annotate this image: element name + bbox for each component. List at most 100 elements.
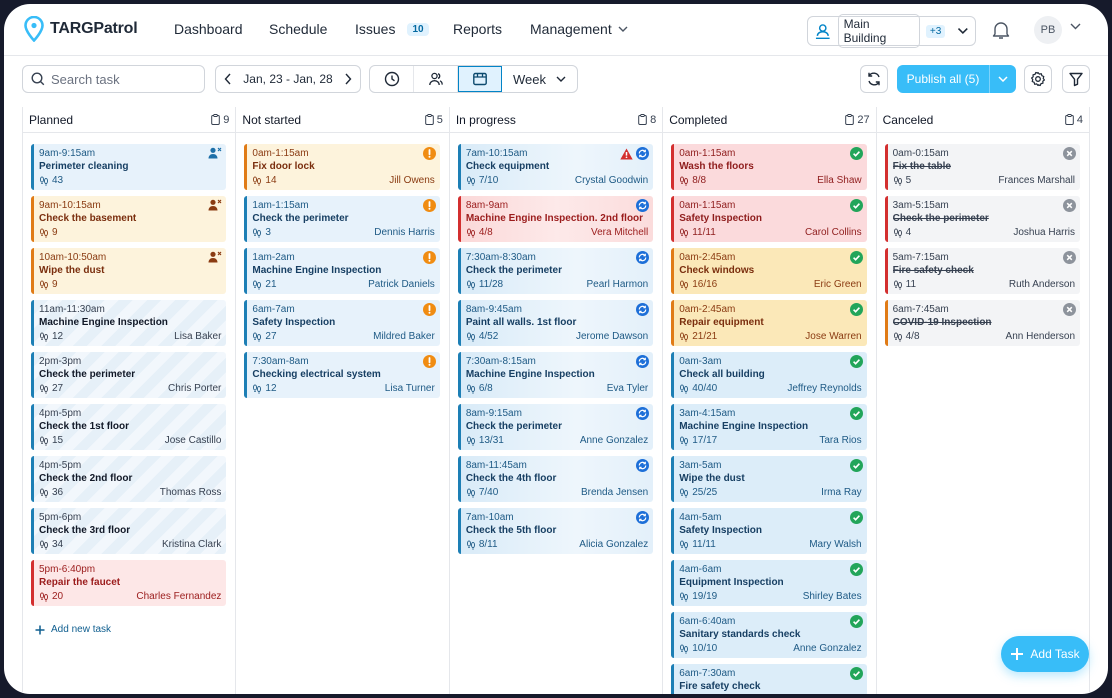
nav-issues[interactable]: Issues 10	[355, 21, 429, 37]
add-new-task-link[interactable]: Add new task	[35, 624, 226, 635]
task-meta: 11/11 Carol Collins	[679, 226, 862, 239]
search-input[interactable]	[51, 71, 191, 87]
task-card[interactable]: 5pm-6:40pm Repair the faucet 20 Charles …	[31, 560, 227, 606]
calendar-board-icon	[472, 72, 487, 86]
checkpoint-count: 43	[52, 175, 64, 186]
task-time: 6am-7:30am	[679, 668, 736, 679]
task-assignee: Anne Gonzalez	[793, 643, 862, 654]
task-card[interactable]: 0am-1:15am Safety Inspection 11/11 Carol…	[671, 196, 867, 242]
publish-all-button[interactable]: Publish all (5)	[906, 72, 980, 86]
task-card[interactable]: 5am-7:15am Fire safety check 11 Ruth And…	[884, 248, 1081, 294]
task-card[interactable]: 2pm-3pm Check the perimeter 27 Chris Por…	[31, 352, 227, 398]
task-title: Checking electrical system	[252, 369, 381, 380]
task-title: Fix door lock	[252, 161, 315, 172]
nav-management[interactable]: Management	[530, 21, 628, 37]
task-card[interactable]: 4pm-5pm Check the 2nd floor 36 Thomas Ro…	[31, 456, 227, 502]
settings-button[interactable]	[1024, 65, 1052, 93]
chevron-left-icon[interactable]	[224, 73, 232, 85]
publish-options-button[interactable]	[989, 65, 1016, 93]
column-count: 4	[1065, 114, 1083, 126]
task-assignee: Jill Owens	[389, 175, 435, 186]
add-task-button[interactable]: Add Task	[1001, 636, 1089, 672]
chevron-right-icon[interactable]	[344, 73, 352, 85]
column-header: Planned 9	[23, 107, 236, 133]
logo[interactable]: TARGPatrol	[24, 16, 138, 42]
task-checkpoints: 11/11	[679, 538, 716, 551]
chevron-down-icon	[998, 76, 1008, 82]
footsteps-icon	[680, 487, 689, 497]
task-checkpoints: 7/10	[466, 174, 498, 187]
task-card[interactable]: 4am-5am Safety Inspection 11/11 Mary Wal…	[671, 508, 867, 554]
task-card[interactable]: 6am-6:40am Sanitary standards check 10/1…	[671, 612, 867, 658]
date-range-label[interactable]: Jan, 23 - Jan, 28	[243, 72, 333, 86]
task-card[interactable]: 8am-11:45am Check the 4th floor 7/40 Bre…	[457, 456, 654, 502]
map-pin-user-icon	[815, 24, 830, 40]
notification-bell-icon[interactable]	[992, 20, 1010, 40]
task-card[interactable]: 6am-7:45am COVID-19 Inspection 4/8 Ann H…	[884, 300, 1081, 346]
in-progress-icon	[636, 459, 650, 472]
task-assignee: Patrick Daniels	[368, 279, 435, 290]
chevron-down-icon[interactable]	[1070, 23, 1081, 30]
timeline-view-button[interactable]	[370, 66, 414, 92]
task-time: 11am-11:30am	[39, 304, 105, 315]
nav-label: Schedule	[269, 21, 328, 37]
footsteps-icon	[680, 279, 689, 289]
task-meta: 17/17 Tara Rios	[679, 434, 862, 447]
task-card[interactable]: 0am-3am Check all building 40/40 Jeffrey…	[671, 352, 867, 398]
people-view-button[interactable]	[414, 66, 458, 92]
task-card[interactable]: 0am-1:15am Wash the floors 8/8 Ella Shaw	[671, 144, 867, 190]
task-card[interactable]: 8am-9:15am Check the perimeter 13/31 Ann…	[457, 404, 654, 450]
task-count: 9	[223, 113, 230, 126]
task-card[interactable]: 3am-5am Wipe the dust 25/25 Irma Ray	[671, 456, 867, 502]
nav-schedule[interactable]: Schedule	[269, 21, 327, 37]
task-card[interactable]: 5pm-6pm Check the 3rd floor 34 Kristina …	[31, 508, 227, 554]
task-card[interactable]: 1am-1:15am Check the perimeter 3 Dennis …	[244, 196, 440, 242]
board-view-button[interactable]	[458, 66, 502, 92]
task-card[interactable]: 8am-9am Machine Engine Inspection. 2nd f…	[457, 196, 654, 242]
user-avatar[interactable]: PB	[1034, 16, 1062, 44]
task-assignee: Tara Rios	[819, 435, 862, 446]
filter-button[interactable]	[1062, 65, 1090, 93]
task-card[interactable]: 7am-10:15am Check equipment 7/10 Crystal…	[457, 144, 654, 190]
task-card[interactable]: 0am-0:15am Fix the table 5 Frances Marsh…	[884, 144, 1081, 190]
task-card[interactable]: 10am-10:50am Wipe the dust 9	[31, 248, 227, 294]
in-progress-icon	[636, 199, 650, 212]
task-time: 0am-0:15am	[892, 148, 949, 159]
task-card[interactable]: 7am-10am Check the 5th floor 8/11 Alicia…	[457, 508, 654, 554]
task-meta: 11/28 Pearl Harmon	[466, 278, 648, 291]
task-assignee: Thomas Ross	[159, 487, 222, 498]
nav-dashboard[interactable]: Dashboard	[174, 21, 243, 37]
nav-reports[interactable]: Reports	[453, 21, 502, 37]
checkpoint-count: 11/11	[692, 227, 716, 238]
task-card[interactable]: 9am-10:15am Check the basement 9	[31, 196, 227, 242]
task-card[interactable]: 6am-7:30am Fire safety check	[671, 664, 867, 694]
task-card[interactable]: 4pm-5pm Check the 1st floor 15 Jose Cast…	[31, 404, 227, 450]
card-list: 0am-1:15am Fix door lock 14 Jill Owens 1…	[236, 133, 448, 398]
checkpoint-count: 4/52	[478, 331, 499, 342]
task-card[interactable]: 4am-6am Equipment Inspection 19/19 Shirl…	[671, 560, 867, 606]
task-card[interactable]: 0am-2:45am Check windows 16/16 Eric Gree…	[671, 248, 867, 294]
task-card[interactable]: 6am-7am Safety Inspection 27 Mildred Bak…	[244, 300, 440, 346]
task-title: Check the 1st floor	[39, 421, 130, 432]
task-card[interactable]: 11am-11:30am Machine Engine Inspection 1…	[31, 300, 227, 346]
refresh-button[interactable]	[860, 65, 888, 93]
task-card[interactable]: 0am-1:15am Fix door lock 14 Jill Owens	[244, 144, 440, 190]
footsteps-icon	[893, 331, 902, 341]
period-select[interactable]: Week	[502, 66, 577, 92]
task-card[interactable]: 1am-2am Machine Engine Inspection 21 Pat…	[244, 248, 440, 294]
building-selector[interactable]: Main Building +3	[807, 14, 976, 48]
in-progress-icon	[636, 355, 650, 368]
task-card[interactable]: 9am-9:15am Perimeter cleaning 43	[31, 144, 227, 190]
task-status	[636, 355, 650, 368]
search-box[interactable]	[22, 65, 205, 93]
task-card[interactable]: 3am-4:15am Machine Engine Inspection 17/…	[671, 404, 867, 450]
task-status	[849, 251, 863, 264]
task-card[interactable]: 0am-2:45am Repair equipment 21/21 Jose W…	[671, 300, 867, 346]
task-card[interactable]: 7:30am-8:30am Check the perimeter 11/28 …	[457, 248, 654, 294]
task-card[interactable]: 7:30am-8:15am Machine Engine Inspection …	[457, 352, 654, 398]
task-card[interactable]: 3am-5:15am Check the perimeter 4 Joshua …	[884, 196, 1081, 242]
task-card[interactable]: 8am-9:45am Paint all walls. 1st floor 4/…	[457, 300, 654, 346]
footsteps-icon	[253, 279, 262, 289]
task-checkpoints: 27	[39, 382, 63, 395]
task-card[interactable]: 7:30am-8am Checking electrical system 12…	[244, 352, 440, 398]
